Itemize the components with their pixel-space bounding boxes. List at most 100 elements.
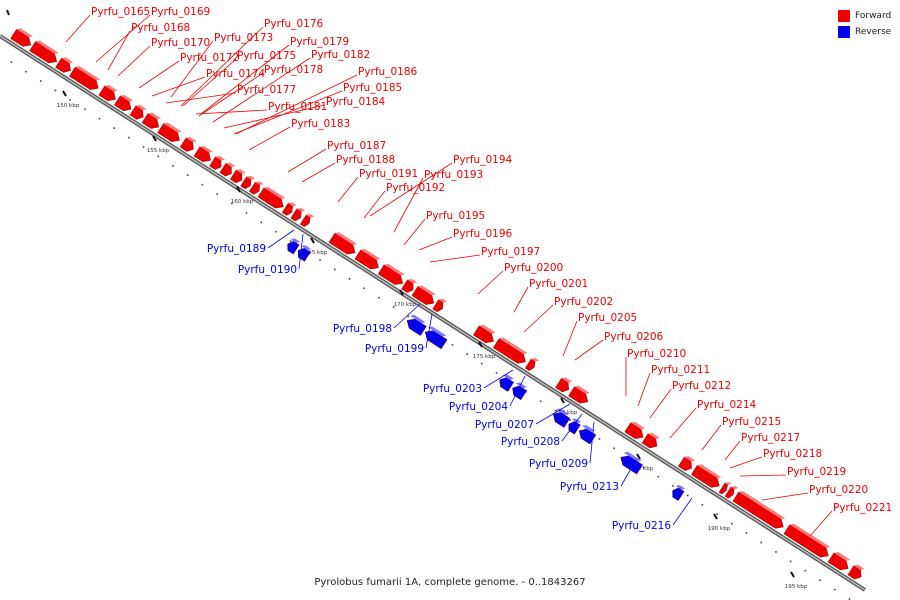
minor-tick [25,70,27,73]
genome-axis-highlight [0,35,866,591]
forward-gene-label: Pyrfu_0176 [264,18,324,30]
reverse-leader-line [267,229,295,249]
forward-leader-line [637,372,651,407]
forward-leader-line [287,148,327,173]
minor-tick [186,174,189,177]
forward-gene-label: Pyrfu_0221 [833,502,892,514]
legend-forward: Forward [838,8,891,24]
minor-tick [260,221,263,224]
forward-gene [401,278,418,293]
forward-leader-line [301,162,336,183]
forward-gene [290,207,306,222]
reverse-gene-label: Pyrfu_0189 [207,243,266,255]
scale-tick-label: 170 kbp [394,302,417,308]
reverse-gene [287,238,301,255]
forward-gene [411,285,436,305]
minor-tick [275,230,277,233]
forward-gene-label: Pyrfu_0218 [763,448,822,460]
forward-gene [257,186,286,209]
forward-leader-line [369,162,453,217]
forward-gene [129,104,147,120]
forward-leader-line [669,407,697,439]
forward-leader-line [180,26,264,107]
forward-gene-label: Pyrfu_0191 [359,168,418,180]
forward-gene-label: Pyrfu_0206 [604,331,664,343]
map-caption: Pyrolobus fumarii 1A, complete genome. -… [314,577,586,588]
minor-tick [745,532,748,534]
forward-leader-line [513,286,529,313]
minor-tick [833,588,836,591]
forward-gene-label: Pyrfu_0184 [326,96,386,108]
reverse-gene [424,326,448,350]
minor-tick [333,268,336,271]
minor-tick [451,343,454,346]
scale-tick-mark [636,453,641,460]
forward-gene [568,385,590,404]
reverse-gene [512,382,528,401]
forward-gene-label: Pyrfu_0181 [268,101,327,113]
scale-tick-label: 150 kbp [57,103,80,109]
forward-gene [724,486,739,499]
forward-gene-label: Pyrfu_0186 [358,66,418,78]
forward-gene [114,94,134,112]
minor-tick [613,447,615,450]
forward-leader-line [649,388,672,419]
minor-tick [201,183,204,186]
forward-gene-label: Pyrfu_0174 [206,68,266,80]
minor-tick [731,522,733,525]
reverse-gene-label: Pyrfu_0203 [423,383,482,395]
minor-tick [672,485,674,487]
minor-tick [54,89,57,92]
forward-gene-label: Pyrfu_0165 [91,6,150,18]
reverse-gene-label: Pyrfu_0198 [333,323,392,335]
forward-gene [55,57,74,73]
minor-tick [39,80,42,82]
minor-tick [231,202,233,205]
forward-leader-line [195,109,268,115]
reverse-leader-line [620,459,637,487]
forward-gene [209,155,226,170]
forward-gene-label: Pyrfu_0211 [651,364,710,376]
forward-gene [249,181,264,195]
forward-gene-label: Pyrfu_0197 [481,246,540,258]
minor-tick [113,127,116,129]
forward-gene-label: Pyrfu_0182 [311,49,370,61]
forward-gene [691,464,722,488]
forward-gene-label: Pyrfu_0196 [453,228,513,240]
reverse-gene [578,425,597,445]
scale-tick-label: 165 kbp [305,250,328,256]
minor-tick [701,504,704,506]
forward-gene [492,337,528,364]
minor-tick [98,117,101,120]
forward-swatch [838,10,850,22]
forward-gene-label: Pyrfu_0217 [741,432,800,444]
forward-leader-line [165,92,237,104]
forward-leader-line [477,270,504,295]
forward-gene-label: Pyrfu_0170 [151,37,210,49]
forward-gene-label: Pyrfu_0220 [809,484,868,496]
scale-tick-mark [310,237,315,244]
reverse-gene-label: Pyrfu_0190 [238,264,297,276]
scale-tick-label: 155 kbp [147,148,170,154]
forward-gene [300,214,315,227]
minor-tick [775,551,777,553]
forward-leader-line [107,30,131,71]
forward-gene-label: Pyrfu_0195 [426,210,485,222]
forward-leader-line [117,45,151,77]
forward-leader-line [363,190,386,219]
reverse-gene-label: Pyrfu_0204 [449,401,509,413]
forward-gene [847,564,865,580]
minor-tick [819,579,821,582]
scale-tick-mark [713,513,718,520]
minor-tick [378,296,380,299]
forward-gene-label: Pyrfu_0183 [291,118,350,130]
reverse-swatch [838,26,850,38]
reverse-leader-line [483,369,514,389]
forward-gene-label: Pyrfu_0188 [336,154,395,166]
reverse-gene-label: Pyrfu_0209 [529,458,588,470]
forward-gene-label: Pyrfu_0201 [529,278,588,290]
forward-gene-label: Pyrfu_0187 [327,140,386,152]
forward-leader-line [212,57,311,123]
forward-gene [281,202,297,216]
